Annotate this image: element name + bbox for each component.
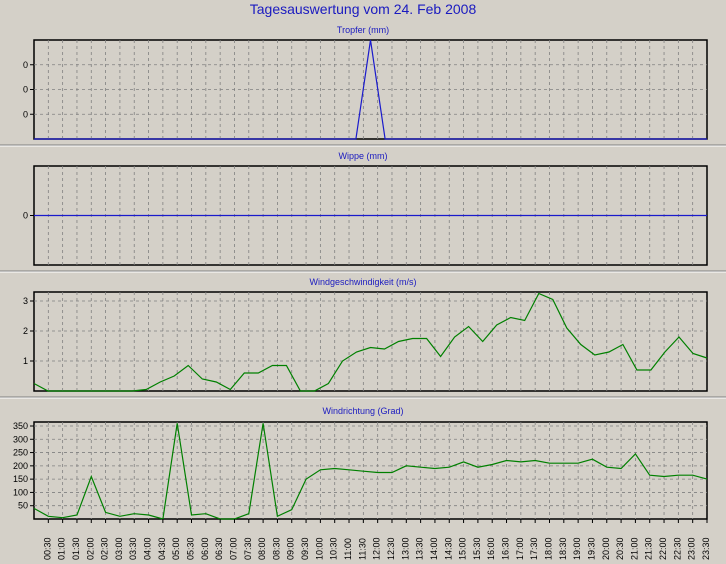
chart-panel-2: Wippe (mm) 0 xyxy=(0,151,726,273)
x-tick-label: 06:30 xyxy=(214,537,224,560)
x-tick-label: 15:30 xyxy=(472,537,482,560)
x-tick-label: 14:00 xyxy=(429,537,439,560)
x-tick-label: 11:00 xyxy=(343,538,353,560)
panel-title: Windrichtung (Grad) xyxy=(322,406,403,416)
x-tick-label: 09:00 xyxy=(286,537,296,560)
x-tick-label: 08:30 xyxy=(271,537,281,560)
x-tick-label: 02:00 xyxy=(85,537,95,560)
x-tick-label: 21:30 xyxy=(644,537,654,560)
y-tick-label: 1 xyxy=(23,356,28,366)
x-tick-label: 02:30 xyxy=(100,537,110,560)
plot-area xyxy=(33,421,708,520)
x-tick-label: 04:00 xyxy=(143,537,153,560)
x-tick-label: 14:30 xyxy=(443,537,453,560)
y-tick-label: 0 xyxy=(23,85,28,95)
x-tick-label: 04:30 xyxy=(157,537,167,560)
x-tick-label: 19:00 xyxy=(572,537,582,560)
x-tick-label: 19:30 xyxy=(586,537,596,560)
panel-title: Windgeschwindigkeit (m/s) xyxy=(309,277,416,287)
x-tick-label: 22:30 xyxy=(672,537,682,560)
x-tick-label: 21:00 xyxy=(629,537,639,560)
x-tick-label: 23:00 xyxy=(687,537,697,560)
y-tick-label: 200 xyxy=(13,461,28,471)
x-tick-label: 07:00 xyxy=(228,537,238,560)
x-tick-label: 23:30 xyxy=(701,537,711,560)
page-title: Tagesauswertung vom 24. Feb 2008 xyxy=(249,1,477,17)
x-tick-label: 18:30 xyxy=(558,537,568,560)
y-tick-label: 3 xyxy=(23,296,28,306)
series-line xyxy=(33,423,708,520)
x-tick-label: 13:30 xyxy=(415,537,425,560)
y-tick-label: 150 xyxy=(13,474,28,484)
x-tick-label: 18:00 xyxy=(543,537,553,560)
x-tick-label: 22:00 xyxy=(658,537,668,560)
x-tick-label: 20:00 xyxy=(601,537,611,560)
y-tick-label: 250 xyxy=(13,448,28,458)
chart-panel-1: Tropfer (mm) 0 0 0 xyxy=(0,25,726,147)
y-tick-label: 50 xyxy=(18,501,28,511)
x-tick-label: 11:30 xyxy=(357,538,367,560)
y-tick-label: 300 xyxy=(13,434,28,444)
x-tick-label: 17:30 xyxy=(529,537,539,560)
series-line xyxy=(34,39,707,140)
x-tick-label: 09:30 xyxy=(300,537,310,560)
panel-title: Wippe (mm) xyxy=(339,151,388,161)
x-tick-label: 15:00 xyxy=(458,537,468,560)
y-tick-label: 350 xyxy=(13,421,28,431)
x-tick-label: 16:30 xyxy=(501,537,511,560)
x-tick-label: 10:00 xyxy=(314,537,324,560)
x-tick-label: 08:00 xyxy=(257,537,267,560)
x-tick-label: 06:00 xyxy=(200,537,210,560)
x-tick-label: 20:30 xyxy=(615,537,625,560)
x-tick-label: 12:30 xyxy=(386,537,396,560)
y-tick-label: 0 xyxy=(23,60,28,70)
plot-area xyxy=(33,291,708,392)
x-tick-label: 07:30 xyxy=(243,537,253,560)
chart-panel-3: Windgeschwindigkeit (m/s) 1 2 3 xyxy=(0,277,726,399)
y-tick-label: 2 xyxy=(23,326,28,336)
y-tick-label: 0 xyxy=(23,109,28,119)
x-tick-label: 00:30 xyxy=(42,537,52,560)
x-tick-label: 05:30 xyxy=(186,537,196,560)
x-tick-label: 10:30 xyxy=(329,537,339,560)
x-tick-label: 16:00 xyxy=(486,537,496,560)
x-tick-label: 01:30 xyxy=(71,537,81,560)
x-tick-label: 05:00 xyxy=(171,537,181,560)
x-tick-label: 17:00 xyxy=(515,537,525,560)
y-tick-label: 0 xyxy=(23,211,28,221)
chart-panel-4: Windrichtung (Grad) 50 100 150 200 250 300 350 xyxy=(13,406,708,520)
panel-title: Tropfer (mm) xyxy=(337,25,389,35)
x-axis: 00:30 01:00 01:30 02:00 02:30 03:00 03:30 04:00… xyxy=(42,519,711,560)
x-tick-label: 03:00 xyxy=(114,537,124,560)
x-tick-label: 13:00 xyxy=(400,537,410,560)
y-tick-label: 100 xyxy=(13,487,28,497)
series-line xyxy=(33,292,708,392)
x-tick-label: 01:00 xyxy=(57,537,67,560)
x-tick-label: 12:00 xyxy=(372,537,382,560)
x-tick-label: 03:30 xyxy=(128,537,138,560)
